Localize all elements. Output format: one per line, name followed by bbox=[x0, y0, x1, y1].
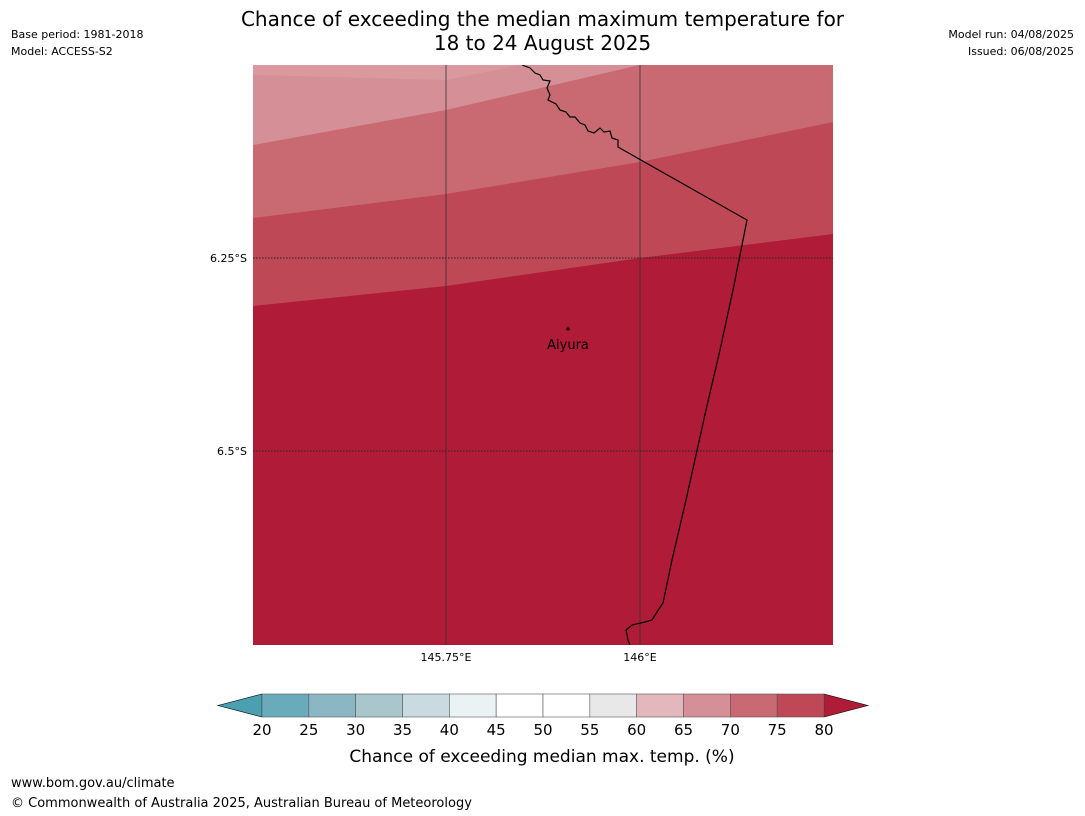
colorbar-tick-label: 70 bbox=[721, 721, 740, 739]
probability-band-2 bbox=[253, 65, 640, 145]
issued-text: Issued: 06/08/2025 bbox=[967, 45, 1074, 58]
colorbar-over-arrow bbox=[823, 693, 870, 718]
model-run-text: Model run: 04/08/2025 bbox=[948, 28, 1074, 41]
colorbar-segment bbox=[730, 693, 778, 718]
title-line-1: Chance of exceeding the median maximum t… bbox=[240, 7, 845, 31]
colorbar-segment bbox=[776, 693, 825, 718]
colorbar-segment bbox=[636, 693, 684, 718]
colorbar-tick-label: 55 bbox=[580, 721, 599, 739]
colorbar-segment bbox=[542, 693, 591, 718]
colorbar-segment bbox=[355, 693, 403, 718]
colorbar-tick-label: 50 bbox=[533, 721, 552, 739]
colorbar-segment bbox=[683, 693, 731, 718]
colorbar: 20 25 30 35 40 45 50 55 60 65 70 75 80 Chance of exc… bbox=[216, 693, 870, 767]
colorbar-segments bbox=[261, 693, 825, 718]
lon-label-2: 146°E bbox=[623, 651, 656, 664]
colorbar-tick-label: 75 bbox=[768, 721, 787, 739]
lat-label-2: 6.5°S bbox=[217, 445, 247, 458]
metadata-left: Base period: 1981-2018 Model: ACCESS-S2 bbox=[11, 26, 143, 60]
colorbar-segment bbox=[449, 693, 497, 718]
colorbar-title: Chance of exceeding median max. temp. (%… bbox=[349, 747, 734, 767]
colorbar-under-arrow bbox=[216, 693, 263, 718]
colorbar-tick-label: 40 bbox=[440, 721, 459, 739]
town-label: Aiyura bbox=[547, 338, 589, 353]
colorbar-segment bbox=[589, 693, 637, 718]
map-panel: Aiyura bbox=[253, 65, 833, 645]
colorbar-tick-label: 45 bbox=[487, 721, 506, 739]
colorbar-tick-label: 60 bbox=[627, 721, 646, 739]
title-line-2: 18 to 24 August 2025 bbox=[433, 31, 652, 55]
colorbar-tick-label: 35 bbox=[393, 721, 412, 739]
model-text: Model: ACCESS-S2 bbox=[11, 45, 113, 58]
footer-copyright: © Commonwealth of Australia 2025, Austra… bbox=[11, 796, 472, 811]
colorbar-tick-label: 20 bbox=[252, 721, 271, 739]
metadata-right: Model run: 04/08/2025 Issued: 06/08/2025 bbox=[948, 26, 1074, 60]
page-title: Chance of exceeding the median maximum t… bbox=[150, 7, 935, 55]
lat-label-1: 6.25°S bbox=[210, 252, 247, 265]
colorbar-tick-label: 80 bbox=[814, 721, 833, 739]
province-border bbox=[521, 65, 748, 645]
footer-url: www.bom.gov.au/climate bbox=[11, 776, 175, 791]
colorbar-segment bbox=[402, 693, 450, 718]
colorbar-tick-label: 25 bbox=[299, 721, 318, 739]
colorbar-tick-label: 65 bbox=[674, 721, 693, 739]
colorbar-tick-label: 30 bbox=[346, 721, 365, 739]
town-marker-icon bbox=[566, 327, 570, 331]
colorbar-ticks: 20 25 30 35 40 45 50 55 60 65 70 75 80 bbox=[252, 721, 833, 739]
base-period-text: Base period: 1981-2018 bbox=[11, 28, 144, 41]
lon-label-1: 145.75°E bbox=[421, 651, 472, 664]
colorbar-segment bbox=[308, 693, 356, 718]
probability-band-1 bbox=[253, 65, 520, 80]
colorbar-segment bbox=[261, 693, 310, 718]
colorbar-segment bbox=[495, 693, 544, 718]
